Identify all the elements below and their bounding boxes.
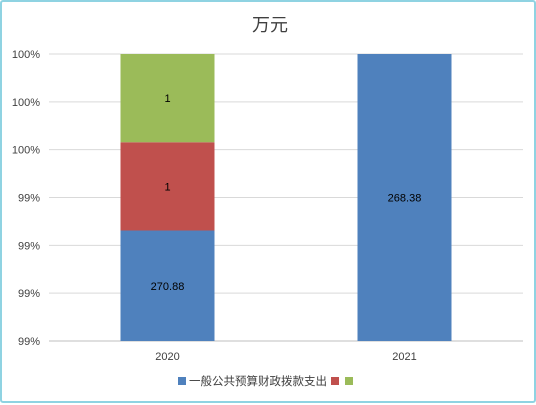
bar-2021-series-0 [357,54,452,341]
y-tick-label: 100% [12,97,40,109]
legend-swatch-1 [331,377,339,385]
legend: 一般公共预算财政拨款支出 [178,374,353,388]
legend-swatch-0 [178,377,186,385]
data-label: 268.38 [388,193,422,205]
y-tick-label: 100% [12,145,40,157]
data-label: 1 [164,93,170,105]
legend-swatch-2 [345,377,353,385]
y-tick-label: 99% [18,193,40,205]
x-axis-ticks: 2020 2021 [155,351,416,363]
y-tick-label: 100% [12,49,40,61]
bar-2020-series-0 [120,230,215,341]
legend-label: 一般公共预算财政拨款支出 [189,374,327,388]
gridlines [49,53,523,342]
x-tick-label: 2020 [155,351,179,363]
data-label: 1 [164,181,170,193]
chart-title: 万元 [252,15,288,36]
y-tick-label: 99% [18,288,40,300]
y-tick-label: 99% [18,336,40,348]
y-axis-ticks: 99% 99% 99% 99% 100% 100% 100% [12,49,40,348]
bars: 270.88 1 1 268.38 [120,54,452,341]
bar-2020-series-2 [120,54,215,143]
x-tick-label: 2021 [392,351,416,363]
bar-2020-series-1 [120,142,215,231]
y-tick-label: 99% [18,240,40,252]
data-label: 270.88 [151,281,185,293]
